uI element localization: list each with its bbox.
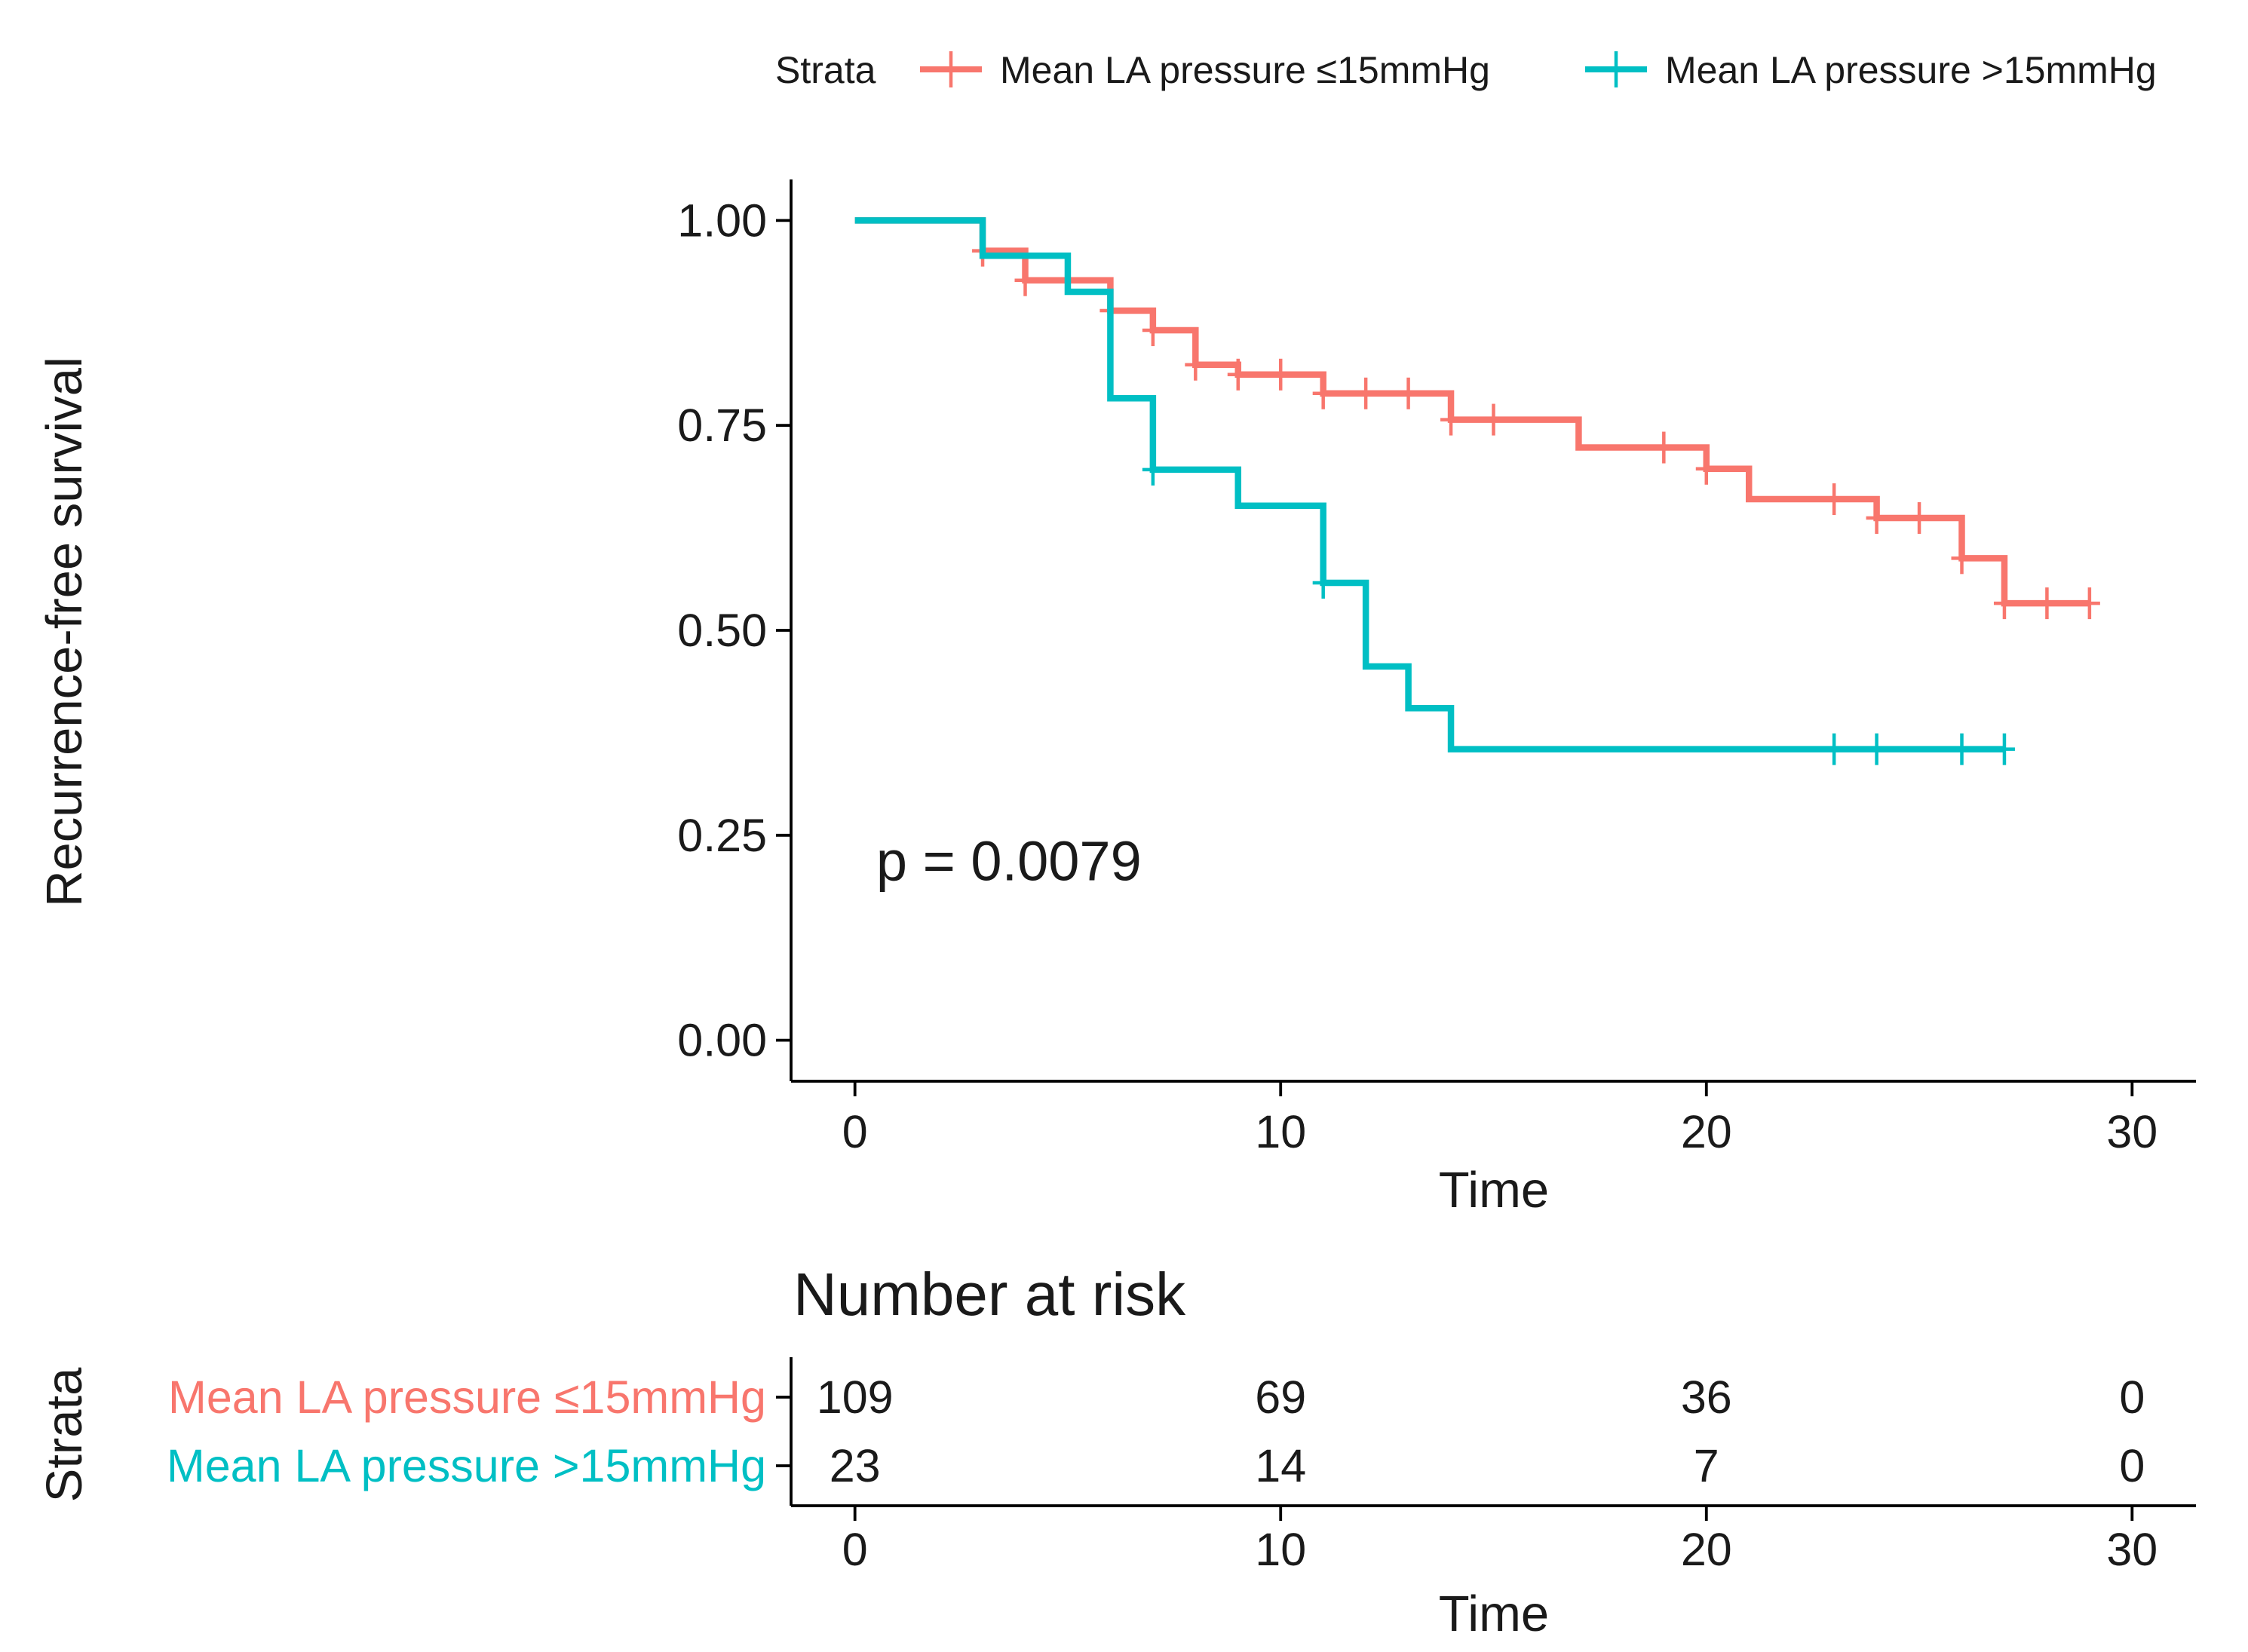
- survival-plot: Recurrence-free survival 0.00 0.25 0.50 0.7…: [36, 179, 2196, 1218]
- x-tick-label: 30: [2106, 1106, 2158, 1157]
- risk-value: 69: [1255, 1372, 1306, 1423]
- y-tick-label: 0.50: [677, 605, 767, 656]
- survival-curve-high: [854, 217, 2004, 752]
- x-tick-label: 20: [1681, 1106, 1732, 1157]
- risk-x-ticks: 0 10 20 30: [842, 1506, 2158, 1575]
- risk-x-tick-label: 30: [2106, 1524, 2158, 1575]
- y-tick-label: 0.75: [677, 400, 767, 451]
- x-tick-label: 10: [1255, 1106, 1306, 1157]
- risk-row-label: Mean LA pressure ≤15mmHg: [168, 1372, 766, 1423]
- risk-x-tick-label: 10: [1255, 1524, 1306, 1575]
- legend: Strata Mean LA pressure ≤15mmHg Mean LA …: [775, 49, 2157, 91]
- survival-curve-low: [854, 217, 2090, 607]
- risk-table-strata-label: Strata: [36, 1367, 93, 1502]
- risk-table-title: Number at risk: [793, 1261, 1186, 1328]
- legend-title: Strata: [775, 49, 876, 91]
- x-tick-label: 0: [842, 1106, 868, 1157]
- y-tick-label: 0.00: [677, 1015, 767, 1066]
- risk-value: 23: [830, 1440, 881, 1491]
- risk-value: 0: [2119, 1372, 2145, 1423]
- legend-entry-high: Mean LA pressure >15mmHg: [1665, 49, 2157, 91]
- y-tick-label: 0.25: [677, 810, 767, 861]
- y-ticks: 0.00 0.25 0.50 0.75 1.00: [677, 195, 791, 1066]
- risk-value: 7: [1694, 1440, 1719, 1491]
- risk-value: 0: [2119, 1440, 2145, 1491]
- risk-table: Number at risk Strata Mean LA pressure ≤…: [36, 1261, 2196, 1642]
- risk-x-tick-label: 0: [842, 1524, 868, 1575]
- y-axis-title: Recurrence-free survival: [36, 357, 93, 907]
- risk-value: 109: [817, 1372, 894, 1423]
- risk-value: 36: [1681, 1372, 1732, 1423]
- risk-row-label: Mean LA pressure >15mmHg: [167, 1440, 766, 1491]
- x-axis-title: Time: [1439, 1162, 1549, 1218]
- risk-rows: Mean LA pressure ≤15mmHg 109 69 36 0 Mean LA …: [167, 1372, 2145, 1491]
- risk-x-axis-title: Time: [1439, 1586, 1549, 1642]
- risk-x-tick-label: 20: [1681, 1524, 1732, 1575]
- survival-curves: [854, 217, 2100, 765]
- risk-value: 14: [1255, 1440, 1306, 1491]
- y-tick-label: 1.00: [677, 195, 767, 246]
- x-ticks: 0 10 20 30: [842, 1081, 2158, 1157]
- legend-entry-low: Mean LA pressure ≤15mmHg: [1000, 49, 1490, 91]
- p-value-annotation: p = 0.0079: [876, 830, 1142, 893]
